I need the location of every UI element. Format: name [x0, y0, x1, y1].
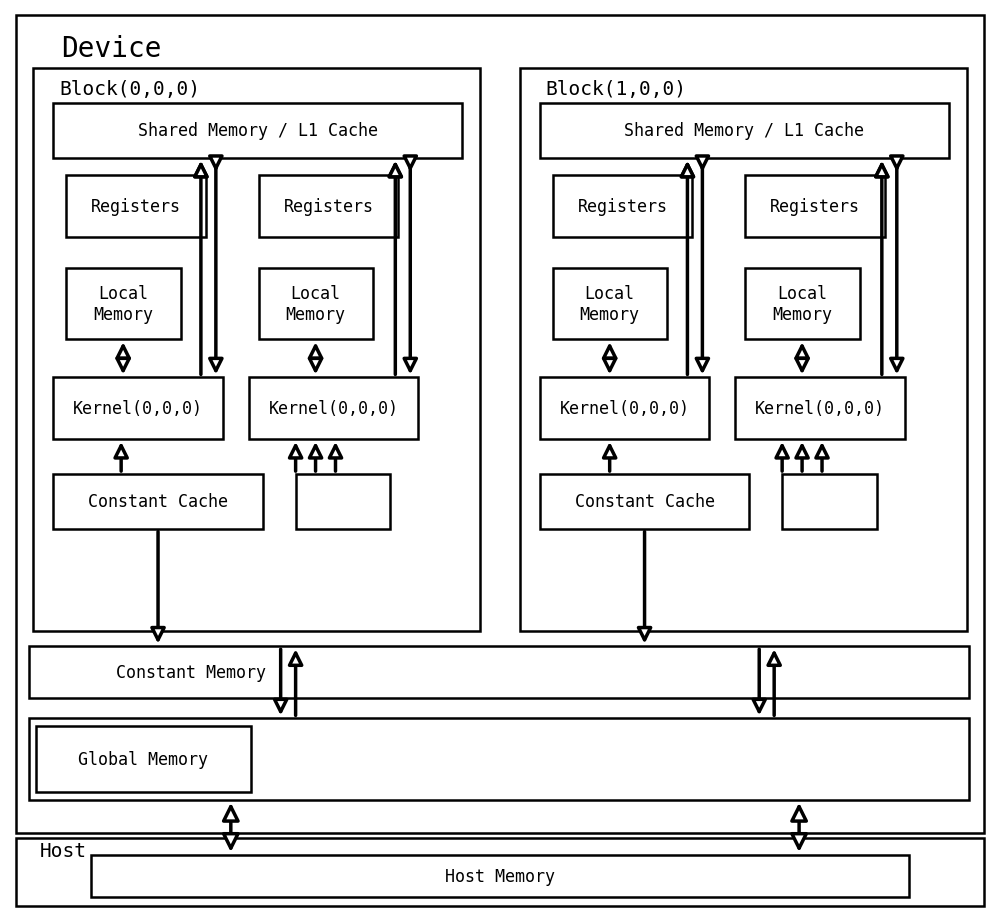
Text: Kernel(0,0,0): Kernel(0,0,0)	[755, 400, 885, 418]
Bar	[520, 69, 967, 631]
Text: Block(0,0,0): Block(0,0,0)	[59, 80, 200, 98]
Bar	[16, 17, 984, 833]
Bar	[16, 838, 984, 905]
Bar	[540, 378, 709, 439]
Text: Kernel(0,0,0): Kernel(0,0,0)	[269, 400, 399, 418]
Text: Host: Host	[39, 842, 86, 860]
Text: Block(1,0,0): Block(1,0,0)	[546, 80, 687, 98]
Bar	[66, 268, 181, 340]
Bar	[91, 855, 909, 897]
Text: Kernel(0,0,0): Kernel(0,0,0)	[560, 400, 690, 418]
Text: Local
Memory: Local Memory	[580, 285, 640, 323]
Text: Host Memory: Host Memory	[445, 867, 555, 885]
Text: Device: Device	[61, 35, 162, 63]
Text: Local
Memory: Local Memory	[772, 285, 832, 323]
Bar	[540, 474, 749, 529]
Bar	[249, 378, 418, 439]
Text: Registers: Registers	[284, 198, 374, 216]
Text: Shared Memory / L1 Cache: Shared Memory / L1 Cache	[138, 122, 378, 140]
Bar	[296, 474, 390, 529]
Bar	[53, 104, 462, 159]
Text: Kernel(0,0,0): Kernel(0,0,0)	[73, 400, 203, 418]
Bar	[66, 176, 206, 237]
Text: Registers: Registers	[91, 198, 181, 216]
Bar	[782, 474, 877, 529]
Bar	[53, 378, 223, 439]
Text: Registers: Registers	[578, 198, 668, 216]
Bar	[540, 104, 949, 159]
Bar	[53, 474, 263, 529]
Bar	[735, 378, 905, 439]
Text: Constant Cache: Constant Cache	[575, 493, 715, 510]
Bar	[553, 268, 667, 340]
Bar	[29, 719, 969, 800]
Bar	[259, 176, 398, 237]
Bar	[745, 176, 885, 237]
Bar	[553, 176, 692, 237]
Bar	[29, 647, 969, 698]
Text: Constant Cache: Constant Cache	[88, 493, 228, 510]
Bar	[36, 726, 251, 792]
Text: Registers: Registers	[770, 198, 860, 216]
Text: Constant Memory: Constant Memory	[116, 664, 266, 682]
Text: Local
Memory: Local Memory	[286, 285, 346, 323]
Bar	[33, 69, 480, 631]
Bar	[745, 268, 860, 340]
Bar	[259, 268, 373, 340]
Text: Shared Memory / L1 Cache: Shared Memory / L1 Cache	[624, 122, 864, 140]
Text: Local
Memory: Local Memory	[93, 285, 153, 323]
Text: Global Memory: Global Memory	[78, 750, 208, 768]
